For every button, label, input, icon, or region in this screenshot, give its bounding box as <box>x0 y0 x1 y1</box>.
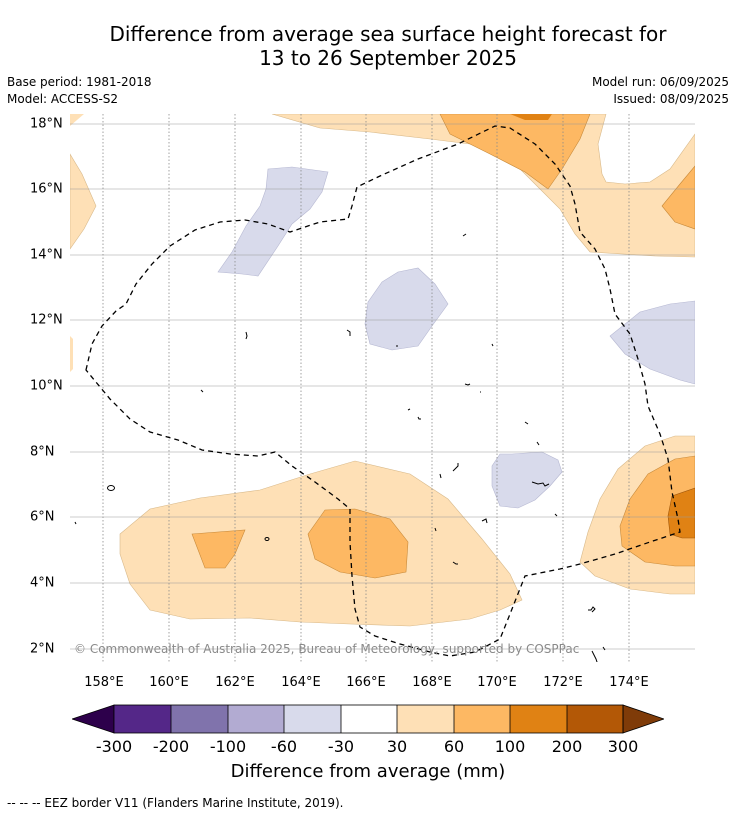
meta-right: Model run: 06/09/2025 Issued: 08/09/2025 <box>592 74 729 108</box>
issued-date: Issued: 08/09/2025 <box>613 92 729 106</box>
colorbar-bin-n300-n200 <box>114 705 171 733</box>
lon-label-168e: 168°E <box>412 675 452 690</box>
colorbar-tick-60: 60 <box>443 737 465 756</box>
latitude-lines <box>70 123 695 650</box>
lon-label-160e: 160°E <box>149 675 189 690</box>
negative-anomaly-central <box>364 267 449 351</box>
negative-anomaly-south-central <box>491 451 563 509</box>
colorbar-extend-high <box>622 704 664 734</box>
lat-label-2n: 2°N <box>30 641 55 657</box>
lon-label-164e: 164°E <box>281 675 321 690</box>
meta-left: Base period: 1981-2018 Model: ACCESS-S2 <box>7 74 152 108</box>
eez-footnote: -- -- -- EEZ border V11 (Flanders Marine… <box>7 796 344 810</box>
positive-anomaly-north-strong <box>510 114 552 120</box>
base-period: Base period: 1981-2018 <box>7 75 152 89</box>
positive-anomaly-south-mid-west <box>191 529 246 569</box>
colorbar-bin-200-300 <box>567 705 623 733</box>
colorbar-title: Difference from average (mm) <box>230 761 506 782</box>
colorbar-tick-n300: -300 <box>95 737 133 756</box>
map-title: Difference from average sea surface heig… <box>0 22 736 70</box>
sea-surface-height-map <box>70 114 695 662</box>
lat-label-10n: 10°N <box>30 378 63 394</box>
lat-label-18n: 18°N <box>30 116 63 132</box>
colorbar-tick-300: 300 <box>607 737 639 756</box>
positive-anomaly-north <box>271 114 695 258</box>
colorbar-bin-60-100 <box>454 705 510 733</box>
lon-label-172e: 172°E <box>543 675 583 690</box>
colorbar-bin-30-60 <box>397 705 454 733</box>
negative-anomaly-east <box>609 300 695 385</box>
colorbar-bin-n100-n60 <box>228 705 284 733</box>
lat-label-12n: 12°N <box>30 312 63 328</box>
colorbar-bin-n30-30 <box>341 705 397 733</box>
copyright-credit: © Commonwealth of Australia 2025, Bureau… <box>74 642 580 656</box>
lat-label-8n: 8°N <box>30 444 55 460</box>
model-name: Model: ACCESS-S2 <box>7 92 119 106</box>
lon-label-174e: 174°E <box>609 675 649 690</box>
colorbar-bin-n200-n100 <box>171 705 228 733</box>
negative-anomaly-north-west <box>217 166 329 277</box>
island-outlines <box>74 233 606 662</box>
positive-anomaly-east-strong <box>667 487 695 539</box>
positive-anomaly-south-mid-centre <box>307 508 409 579</box>
positive-anomaly-east-mid <box>619 455 695 567</box>
eez-border <box>85 125 681 657</box>
title-line-2: 13 to 26 September 2025 <box>259 46 517 70</box>
lon-label-166e: 166°E <box>346 675 386 690</box>
colorbar-tick-100: 100 <box>494 737 526 756</box>
lat-label-16n: 16°N <box>30 181 63 197</box>
lat-label-6n: 6°N <box>30 509 55 525</box>
lon-label-158e: 158°E <box>84 675 124 690</box>
colorbar-tick-n200: -200 <box>152 737 190 756</box>
colorbar-tick-n60: -60 <box>270 737 298 756</box>
lat-label-14n: 14°N <box>30 247 63 263</box>
colorbar-tick-n30: -30 <box>327 737 355 756</box>
colorbar-extend-low <box>72 704 115 734</box>
colorbar-tick-30: 30 <box>386 737 408 756</box>
colorbar-bin-100-200 <box>510 705 567 733</box>
lat-label-4n: 4°N <box>30 575 55 591</box>
graticule <box>102 114 630 662</box>
title-line-1: Difference from average sea surface heig… <box>109 22 667 46</box>
colorbar-tick-n100: -100 <box>209 737 247 756</box>
positive-anomaly-west-edge <box>70 153 97 250</box>
lon-label-170e: 170°E <box>477 675 517 690</box>
colorbar <box>72 704 664 734</box>
lon-label-162e: 162°E <box>215 675 255 690</box>
positive-anomaly-northeast-mid <box>661 165 695 230</box>
model-run: Model run: 06/09/2025 <box>591 75 729 89</box>
colorbar-bin-n60-n30 <box>284 705 341 733</box>
positive-anomaly-northwest-corner <box>70 114 84 126</box>
positive-anomaly-west-sliver <box>70 336 73 372</box>
colorbar-tick-200: 200 <box>551 737 583 756</box>
